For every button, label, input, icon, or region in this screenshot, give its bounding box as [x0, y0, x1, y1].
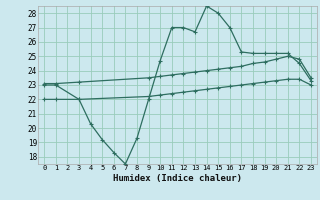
X-axis label: Humidex (Indice chaleur): Humidex (Indice chaleur): [113, 174, 242, 183]
